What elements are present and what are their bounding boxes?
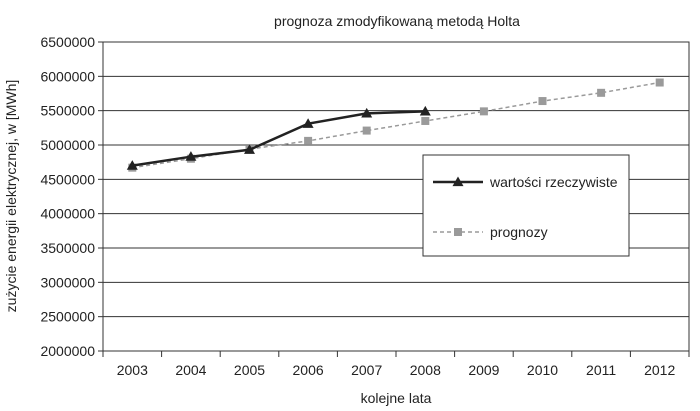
y-tick-label: 3500000 (40, 240, 95, 256)
data-point (419, 105, 431, 116)
series-0 (126, 105, 431, 170)
legend-box (422, 154, 630, 257)
data-point (362, 126, 371, 135)
x-tick-label: 2007 (351, 362, 382, 378)
series-line (132, 110, 426, 167)
data-point (361, 107, 373, 118)
data-point (244, 144, 255, 154)
chart-title: prognoza zmodyfikowaną metodą Holta (274, 13, 520, 29)
x-tick-label: 2004 (175, 362, 206, 378)
x-tick-label: 2010 (527, 362, 558, 378)
data-point (185, 151, 197, 161)
y-tick-label: 5000000 (40, 137, 95, 153)
x-tick-label: 2005 (234, 362, 265, 378)
data-point (597, 88, 606, 97)
x-axis: 2003 2004 2005 2006 2007 2008 2009 2010 2011 2012 (102, 351, 690, 378)
x-tick-label: 2003 (117, 362, 148, 378)
data-point (126, 160, 138, 170)
legend-marker (452, 176, 464, 187)
data-point (304, 136, 313, 145)
data-point (479, 107, 488, 116)
y-tick-label: 4000000 (40, 206, 95, 222)
series-line (132, 81, 660, 169)
y-tick-label: 6000000 (40, 68, 95, 84)
data-point (302, 118, 314, 128)
x-tick-label: 2012 (644, 362, 675, 378)
y-tick-label: 2000000 (40, 343, 95, 359)
legend-label: prognozy (490, 224, 548, 240)
x-tick-label: 2006 (293, 362, 324, 378)
x-tick-label: 2011 (586, 362, 616, 378)
x-axis-label: kolejne lata (361, 390, 432, 406)
legend-marker (454, 228, 462, 236)
legend-label: wartości rzeczywiste (489, 174, 618, 190)
data-point (538, 97, 547, 106)
series-layer (126, 78, 664, 172)
y-axis: 2000000 2500000 3000000 3500000 4000000 45000… (40, 34, 103, 359)
y-tick-label: 2500000 (40, 309, 95, 325)
data-point (421, 116, 430, 125)
y-tick-label: 6500000 (40, 34, 95, 50)
x-tick-label: 2008 (410, 362, 441, 378)
y-tick-label: 3000000 (40, 274, 95, 290)
y-axis-label: zużycie energii elektrycznej, w [MWh] (3, 80, 19, 313)
y-tick-label: 4500000 (40, 171, 95, 187)
legend: wartości rzeczywiste prognozy (422, 154, 630, 257)
x-tick-label: 2009 (468, 362, 499, 378)
data-point (655, 78, 664, 87)
y-tick-label: 5500000 (40, 103, 95, 119)
